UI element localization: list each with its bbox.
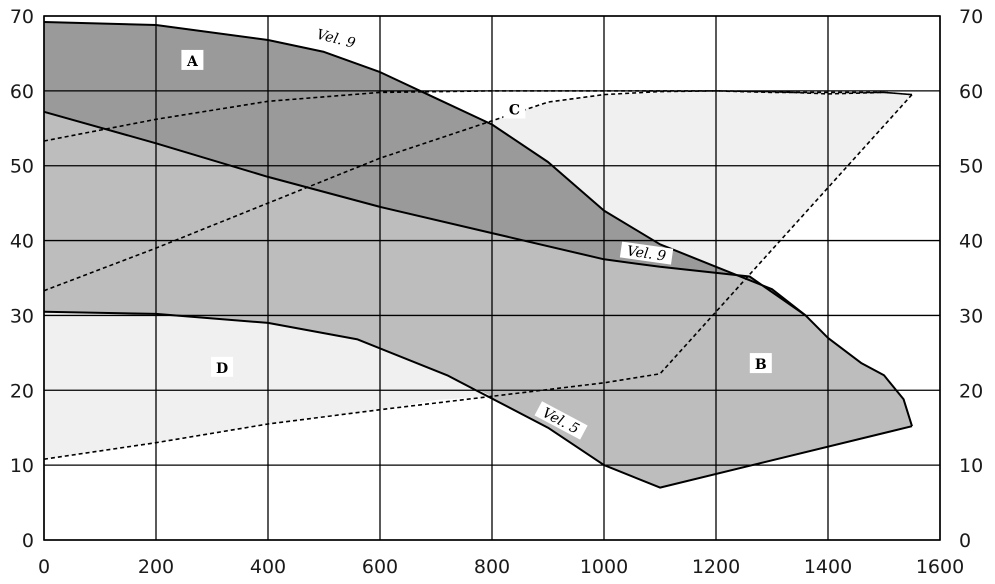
y-tick-label-right: 0 [959,530,971,552]
x-tick-label: 1200 [692,556,740,578]
region-label-background [181,49,204,70]
plot-frame [43,15,941,541]
y-tick-label-right: 40 [959,231,983,253]
x-tick-label: 1600 [916,556,964,578]
velocity-curve-0 [43,21,913,427]
curve-label-background [534,401,588,440]
dashed-boundary-5 [43,94,913,460]
y-tick-label-right: 50 [959,156,983,178]
region-label-background [211,356,234,377]
x-tick-label: 200 [138,556,174,578]
y-tick-label-left: 60 [10,81,34,103]
velocity-curve-1 [43,110,807,317]
y-tick-label-right: 20 [959,380,983,402]
region-label-background [503,98,526,119]
y-tick-label-right: 30 [959,305,983,327]
y-tick-label-right: 10 [959,455,983,477]
y-tick-label-left: 20 [10,380,34,402]
y-tick-label-right: 70 [959,6,983,28]
region-label-a: A [186,54,199,70]
y-tick-label-left: 70 [10,6,34,28]
x-tick-label: 1000 [580,556,628,578]
y-tick-label-right: 60 [959,81,983,103]
region-a-area [44,22,806,316]
x-tick-label: 400 [250,556,286,578]
curve-label-background [309,24,364,53]
y-tick-label-left: 50 [10,156,34,178]
region-label-b: B [755,357,767,373]
curve-label: Vel. 9 [626,243,667,264]
region-label-d: D [216,361,228,377]
y-tick-label-left: 10 [10,455,34,477]
region-b-area [44,90,912,488]
curves-layer [43,21,913,489]
velocity-curve-2 [43,310,913,489]
region-label-background [749,353,772,374]
y-tick-label-left: 40 [10,231,34,253]
region-label-c: C [509,103,520,119]
curve-label-background [619,241,674,265]
curve-label-group-1: Vel. 9 [619,241,674,265]
grid-layer [43,15,941,541]
dashed-boundary-4 [43,90,913,292]
dashed-boundary-3 [43,90,913,142]
x-tick-label: 600 [362,556,398,578]
y-tick-label-left: 0 [22,530,34,552]
x-tick-label: 1400 [804,556,852,578]
x-tick-label: 0 [38,556,50,578]
x-tick-label: 800 [474,556,510,578]
y-tick-label-left: 30 [10,305,34,327]
